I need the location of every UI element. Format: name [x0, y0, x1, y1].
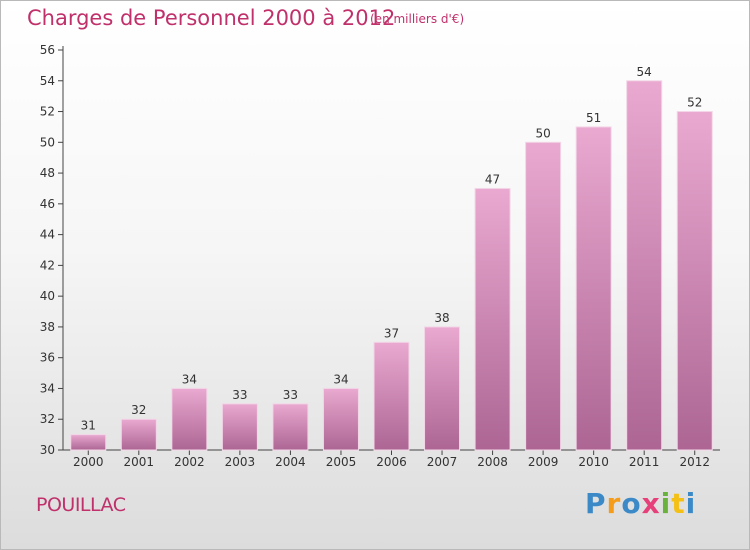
x-tick-label: 2002 [174, 455, 205, 469]
x-tick-label: 2007 [427, 455, 458, 469]
logo-letter: i [660, 487, 672, 520]
bar [424, 326, 461, 451]
bar [525, 141, 562, 451]
x-tick-label: 2001 [124, 455, 155, 469]
logo-letter: o [621, 487, 642, 520]
bar [171, 387, 208, 451]
logo-letter: P [585, 487, 607, 520]
x-tick-label: 2010 [578, 455, 609, 469]
x-tick-label: 2006 [376, 455, 407, 469]
y-axis: 30 32 34 36 38 40 42 44 46 48 50 52 54 56 [40, 43, 64, 457]
x-tick-label: 2008 [477, 455, 508, 469]
y-tick-label: 46 [40, 197, 55, 211]
data-label: 54 [637, 65, 652, 79]
bar [474, 187, 511, 451]
data-label: 51 [586, 111, 601, 125]
y-tick-label: 38 [40, 320, 55, 334]
y-tick-label: 44 [40, 228, 55, 242]
logo-letter: i [685, 487, 697, 520]
data-label: 33 [232, 388, 247, 402]
y-tick-label: 42 [40, 258, 55, 272]
x-axis: 2000 2001 2002 2003 2004 2005 2006 2007 2008 2009… [63, 449, 720, 469]
bar [322, 387, 359, 451]
bar [626, 80, 663, 451]
y-tick-label: 32 [40, 412, 55, 426]
data-label: 47 [485, 172, 500, 186]
data-label: 33 [283, 388, 298, 402]
logo-letter: t [671, 487, 686, 520]
x-tick-label: 2011 [629, 455, 660, 469]
bars: 31 32 34 33 33 34 37 38 47 50 51 54 52 [70, 65, 713, 451]
bar [373, 341, 410, 451]
bar [575, 126, 612, 451]
y-tick-label: 30 [40, 443, 55, 457]
y-tick-label: 40 [40, 289, 55, 303]
y-tick-label: 54 [40, 74, 55, 88]
logo-letter: r [606, 487, 622, 520]
x-tick-label: 2000 [73, 455, 104, 469]
data-label: 52 [687, 96, 702, 110]
bar [676, 111, 713, 451]
data-label: 34 [182, 372, 197, 386]
y-tick-label: 56 [40, 43, 55, 57]
x-tick-label: 2005 [326, 455, 357, 469]
chart-title: Charges de Personnel 2000 à 2012 [27, 6, 396, 30]
town-name: POUILLAC [36, 494, 126, 516]
chart-subtitle: (en milliers d'€) [370, 12, 465, 26]
proxiti-logo[interactable]: Proxiti [585, 487, 696, 520]
y-tick-label: 48 [40, 166, 55, 180]
bar [221, 403, 258, 451]
data-label: 37 [384, 326, 399, 340]
x-tick-label: 2004 [275, 455, 306, 469]
data-label: 38 [434, 311, 449, 325]
data-label: 32 [131, 403, 146, 417]
x-tick-label: 2012 [679, 455, 710, 469]
y-tick-label: 34 [40, 381, 55, 395]
data-label: 50 [535, 126, 550, 140]
data-label: 31 [81, 419, 96, 433]
data-label: 34 [333, 372, 348, 386]
bar [120, 418, 157, 451]
y-tick-label: 36 [40, 351, 55, 365]
x-tick-label: 2003 [225, 455, 256, 469]
x-tick-label: 2009 [528, 455, 559, 469]
y-tick-label: 50 [40, 135, 55, 149]
logo-letter: x [641, 487, 661, 520]
bar [70, 434, 107, 451]
y-tick-label: 52 [40, 105, 55, 119]
bar [272, 403, 309, 451]
